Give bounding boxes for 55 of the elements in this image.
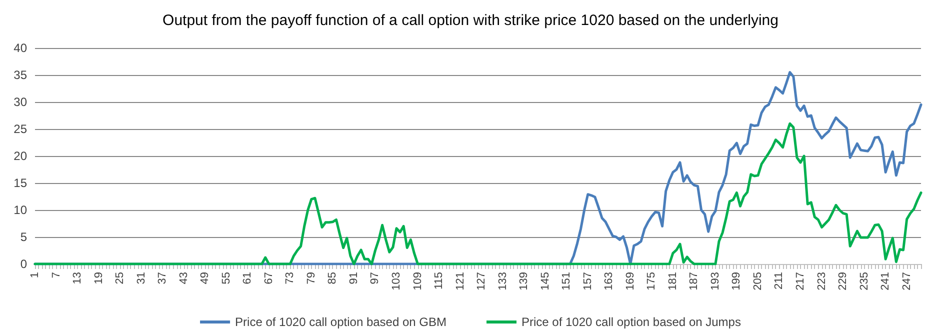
legend-label: Price of 1020 call option based on Jumps — [521, 315, 741, 329]
y-tick-label: 35 — [14, 68, 28, 82]
y-tick-label: 0 — [20, 257, 28, 271]
x-tick-label: 235 — [858, 272, 870, 290]
y-tick-label: 5 — [20, 230, 28, 244]
x-tick-label: 133 — [496, 272, 509, 290]
x-tick-label: 223 — [816, 272, 828, 290]
y-tick-label: 20 — [14, 149, 28, 163]
x-tick-label: 7 — [50, 272, 62, 278]
x-tick-label: 31 — [135, 272, 148, 284]
x-tick-label: 145 — [539, 272, 552, 290]
x-tick-label: 79 — [305, 272, 318, 284]
x-tick-label: 97 — [369, 272, 382, 284]
y-tick-label: 15 — [14, 176, 28, 190]
x-tick-label: 175 — [646, 272, 658, 290]
x-tick-label: 49 — [199, 272, 212, 284]
x-tick-label: 19 — [92, 272, 105, 284]
x-tick-label: 25 — [114, 272, 126, 284]
x-tick-label: 205 — [752, 272, 764, 290]
x-tick-label: 109 — [412, 272, 424, 290]
x-tick-label: 91 — [348, 272, 360, 284]
x-tick-label: 37 — [156, 272, 169, 284]
x-tick-label: 67 — [262, 272, 275, 284]
x-tick-label: 229 — [837, 272, 850, 290]
x-tick-label: 127 — [476, 272, 488, 290]
x-tick-label: 121 — [454, 272, 466, 290]
legend-label: Price of 1020 call option based on GBM — [235, 315, 447, 329]
x-tick-label: 217 — [794, 272, 807, 290]
x-tick-label: 61 — [242, 272, 254, 284]
x-tick-label: 247 — [900, 272, 913, 290]
x-tick-label: 43 — [178, 272, 190, 284]
x-tick-label: 193 — [709, 272, 722, 290]
y-tick-label: 40 — [14, 41, 28, 55]
x-tick-label: 181 — [666, 272, 679, 290]
x-tick-label: 157 — [582, 272, 594, 290]
x-tick-label: 1 — [29, 272, 41, 278]
x-tick-label: 13 — [72, 272, 84, 284]
x-tick-label: 151 — [560, 272, 573, 290]
x-tick-label: 55 — [220, 272, 232, 284]
x-tick-label: 187 — [688, 272, 700, 290]
x-tick-label: 211 — [773, 272, 786, 290]
x-tick-label: 199 — [730, 272, 743, 290]
x-tick-label: 73 — [284, 272, 296, 284]
y-tick-label: 10 — [14, 203, 28, 217]
chart-title: Output from the payoff function of a call option with strike price 1020 based on the underlying — [162, 12, 778, 29]
y-tick-label: 25 — [14, 122, 28, 136]
x-tick-label: 163 — [603, 272, 616, 290]
line-series — [34, 122, 922, 266]
x-tick-label: 241 — [880, 272, 892, 290]
x-tick-label: 169 — [624, 272, 636, 290]
x-tick-label: 85 — [326, 272, 339, 284]
x-tick-label: 103 — [390, 272, 402, 290]
x-tick-label: 115 — [433, 272, 446, 290]
x-tick-label: 139 — [518, 272, 530, 290]
y-tick-label: 30 — [14, 95, 28, 109]
